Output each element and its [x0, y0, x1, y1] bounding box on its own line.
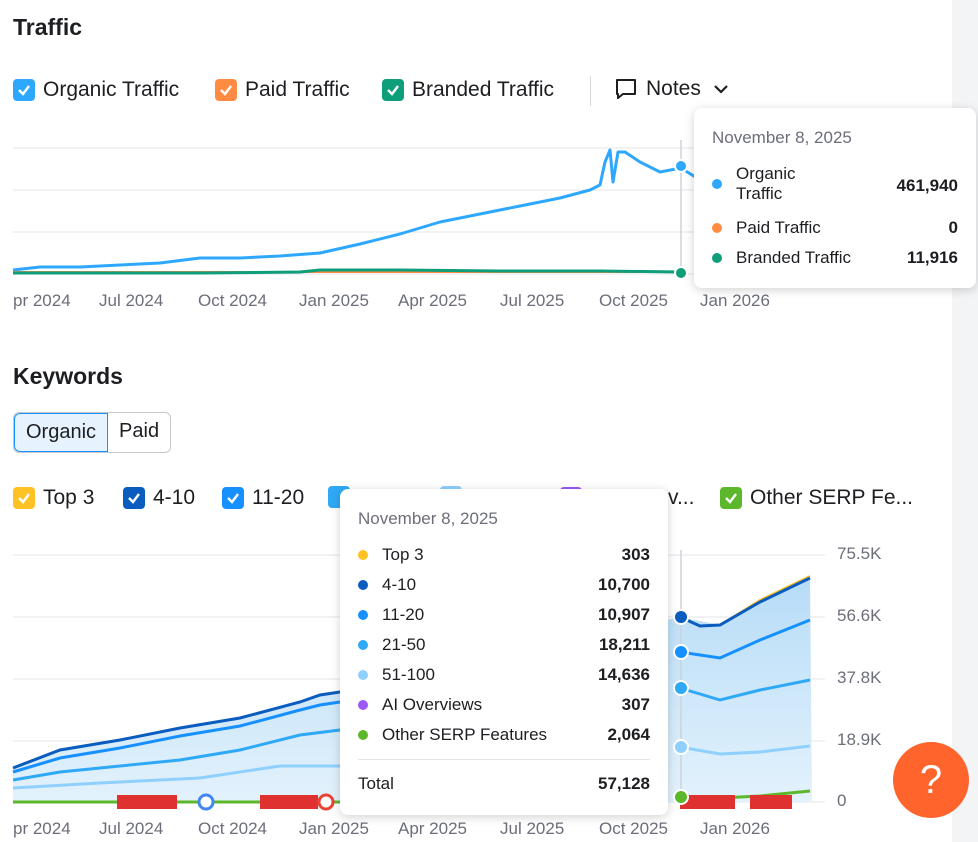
tooltip-date: November 8, 2025 [358, 509, 498, 528]
series-4-10 [12, 690, 341, 770]
traffic-chart[interactable] [0, 130, 810, 285]
tooltip-value: 10,907 [598, 605, 650, 624]
checkbox-icon[interactable] [382, 79, 404, 101]
tooltip-row: Other SERP Features [358, 725, 547, 745]
y-tick: 75.5K [837, 544, 882, 563]
tooltip-total-value: 57,128 [598, 774, 650, 793]
x-tick: Oct 2025 [599, 819, 668, 838]
series-11-20 [12, 700, 341, 774]
tooltip-value: 461,940 [896, 176, 958, 195]
legend-top3[interactable]: Top 3 [13, 486, 94, 510]
tooltip-value: 0 [948, 218, 958, 237]
legend-label: v... [668, 486, 695, 509]
x-tick: pr 2024 [13, 819, 71, 838]
notes-markers[interactable] [117, 795, 792, 809]
series-21-50 [12, 728, 341, 782]
traffic-tooltip: November 8, 2025 Organic Traffic 461,940… [694, 108, 976, 288]
legend-paid-traffic[interactable]: Paid Traffic [215, 78, 350, 102]
organic-point [674, 159, 688, 173]
series-11-20-right [679, 618, 811, 660]
organic-traffic-line [12, 148, 701, 272]
series-4-10-right [679, 576, 811, 628]
tooltip-value: 14,636 [598, 665, 650, 684]
x-tick: Jul 2025 [500, 819, 565, 838]
y-tick: 37.8K [837, 668, 882, 687]
x-tick: Apr 2025 [398, 291, 467, 310]
checkbox-icon[interactable] [222, 487, 244, 509]
legend-4-10[interactable]: 4-10 [123, 486, 195, 510]
tooltip-value: 303 [621, 545, 650, 564]
x-tick: Jul 2024 [99, 291, 164, 310]
y-tick: 0 [837, 791, 847, 810]
tooltip-row: Paid Traffic [712, 218, 821, 238]
branded-traffic-line [13, 268, 682, 275]
traffic-title: Traffic [13, 14, 83, 40]
checkbox-icon[interactable] [123, 487, 145, 509]
tooltip-value: 18,211 [598, 635, 650, 654]
toggle-organic[interactable]: Organic [14, 413, 109, 452]
series-21-50-right [679, 678, 811, 702]
help-button[interactable]: ? [893, 742, 969, 818]
tooltip-row: Top 3 [358, 545, 424, 565]
legend-label: 4-10 [153, 486, 196, 509]
y-tick: 18.9K [837, 730, 882, 749]
tooltip-row: 51-100 [358, 665, 435, 685]
tooltip-row: AI Overviews [358, 695, 482, 715]
legend-label: 11-20 [252, 486, 305, 509]
series-51-100-right [679, 744, 811, 756]
tooltip-row: 4-10 [358, 575, 416, 595]
tooltip-total-label: Total [358, 774, 394, 793]
legend-organic-traffic[interactable]: Organic Traffic [13, 78, 179, 102]
divider [590, 76, 591, 106]
x-tick: Jan 2025 [299, 291, 369, 310]
x-tick: Jul 2025 [500, 291, 565, 310]
legend-label: Organic Traffic [43, 78, 180, 101]
checkbox-icon[interactable] [720, 487, 742, 509]
keywords-toggle[interactable]: Organic Paid [13, 412, 172, 453]
branded-point [674, 266, 688, 280]
x-tick: Jul 2024 [99, 819, 164, 838]
divider [358, 759, 650, 760]
tooltip-value: 2,064 [607, 725, 650, 744]
chevron-down-icon [714, 85, 728, 94]
x-tick: Jan 2026 [700, 819, 770, 838]
notes-dropdown[interactable]: Notes [614, 77, 729, 101]
checkbox-icon[interactable] [13, 79, 35, 101]
tooltip-row: Branded Traffic [712, 248, 851, 268]
x-tick: Apr 2025 [398, 819, 467, 838]
x-tick: Oct 2025 [599, 291, 668, 310]
tooltip-value: 10,700 [598, 575, 650, 594]
legend-label: Branded Traffic [412, 78, 555, 101]
x-tick: Jan 2026 [700, 291, 770, 310]
toggle-paid[interactable]: Paid [119, 420, 160, 442]
tooltip-value: 307 [621, 695, 650, 714]
series-51-100 [12, 764, 340, 790]
tooltip-row: 11-20 [358, 605, 424, 625]
checkbox-icon[interactable] [215, 79, 237, 101]
y-tick: 56.6K [837, 606, 882, 625]
x-tick: pr 2024 [13, 291, 71, 310]
legend-label: Top 3 [43, 486, 95, 509]
notes-label: Notes [646, 77, 701, 100]
legend-other-serp[interactable]: Other SERP Fe... [720, 486, 913, 510]
x-tick: Oct 2024 [198, 819, 267, 838]
tooltip-value: 11,916 [906, 248, 958, 267]
legend-branded-traffic[interactable]: Branded Traffic [382, 78, 554, 102]
keywords-tooltip: November 8, 2025 Top 3 303 4-10 10,700 1… [340, 489, 668, 815]
checkbox-icon[interactable] [13, 487, 35, 509]
keywords-title: Keywords [13, 363, 123, 389]
legend-label: Paid Traffic [245, 78, 350, 101]
notes-icon [616, 79, 636, 99]
x-tick: Oct 2024 [198, 291, 267, 310]
legend-11-20[interactable]: 11-20 [222, 486, 304, 510]
tooltip-date: November 8, 2025 [712, 128, 852, 147]
google-update-icon[interactable] [197, 793, 335, 811]
legend-label: Other SERP Fe... [750, 486, 914, 509]
x-tick: Jan 2025 [299, 819, 369, 838]
tooltip-row: 21-50 [358, 635, 425, 655]
tooltip-row: Organic Traffic [712, 164, 862, 204]
